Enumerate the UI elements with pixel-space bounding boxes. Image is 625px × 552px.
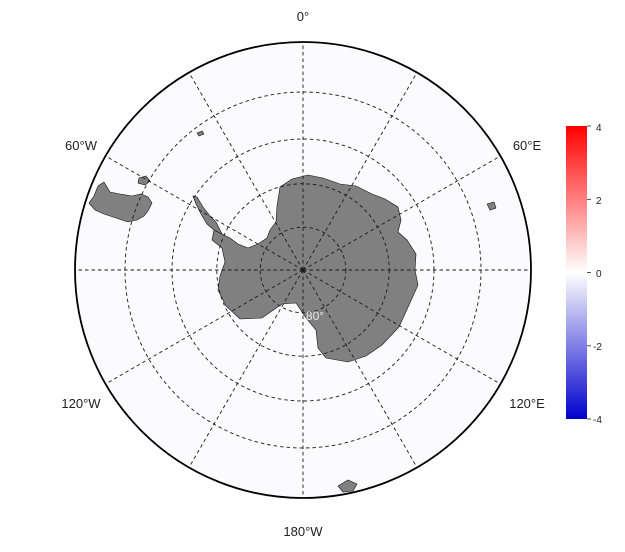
graticule-meridian <box>188 72 304 271</box>
graticule <box>75 42 531 498</box>
colorbar-label-minus-4: -4 <box>593 415 602 426</box>
colorbar-label-2: 2 <box>596 196 602 207</box>
lon-label-120e: 120°E <box>509 396 545 411</box>
colorbar: 4 2 0 -2 -4 <box>566 123 602 426</box>
antarctic-peninsula <box>192 195 223 235</box>
graticule-meridian <box>105 155 304 271</box>
graticule-meridian <box>188 269 304 468</box>
longitude-labels: 0° 60°W 60°E 120°W 120°E 180°W <box>61 9 545 539</box>
land-masses <box>88 130 497 493</box>
antarctica-continent <box>211 174 419 363</box>
lon-label-0: 0° <box>297 9 309 24</box>
lat-label-80s: 80° <box>306 309 324 323</box>
lon-label-120w: 120°W <box>61 396 101 411</box>
graticule-meridian <box>302 155 501 271</box>
map-disc <box>74 41 532 499</box>
kerguelen-islands <box>486 201 497 211</box>
lon-label-60e: 60°E <box>513 138 542 153</box>
colorbar-ticks <box>587 125 591 420</box>
south-georgia <box>196 130 205 137</box>
falkland-islands <box>137 175 151 186</box>
colorbar-label-minus-2: -2 <box>593 342 602 353</box>
lon-label-60w: 60°W <box>65 138 98 153</box>
campbell-island <box>337 479 358 493</box>
colorbar-label-4: 4 <box>596 123 602 134</box>
graticule-meridian <box>302 269 501 385</box>
colorbar-gradient <box>566 126 587 419</box>
lon-label-180w: 180°W <box>283 524 323 539</box>
map-frame <box>74 41 532 499</box>
graticule-meridian <box>302 72 418 271</box>
graticule-meridian <box>105 269 304 385</box>
colorbar-label-0: 0 <box>596 269 602 280</box>
graticule-meridian <box>302 269 418 468</box>
graticule-parallel <box>259 226 347 314</box>
south-america-tip <box>88 181 153 223</box>
